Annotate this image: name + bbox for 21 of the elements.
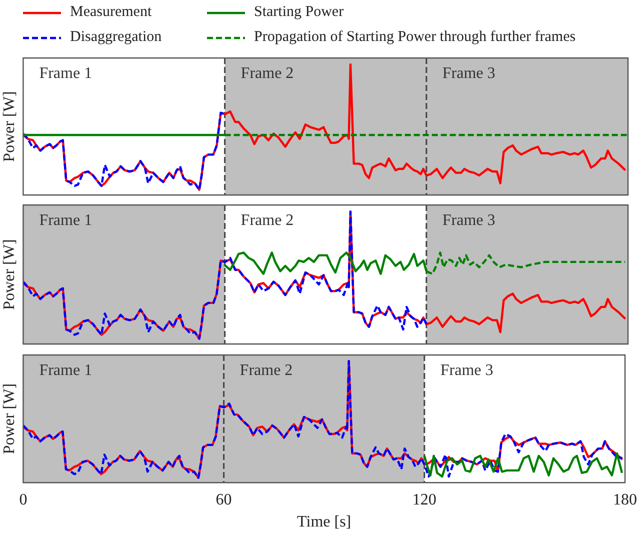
- x-tick-label: 0: [19, 491, 28, 508]
- band-label: Frame 2: [240, 65, 294, 82]
- legend-label: Propagation of Starting Power through further frames: [254, 29, 576, 46]
- band-label: Frame 1: [39, 212, 92, 230]
- y-axis-title: Power [W]: [0, 239, 18, 310]
- x-tick-label: 120: [412, 491, 436, 508]
- x-tick-label: 180: [613, 491, 637, 508]
- legend-label: Starting Power: [254, 4, 344, 21]
- band-label: Frame 2: [240, 362, 293, 380]
- legend-label: Disaggregation: [70, 29, 162, 46]
- band-label: Frame 2: [240, 212, 294, 230]
- y-axis-title: Power [W]: [0, 91, 18, 162]
- band-label: Frame 1: [39, 362, 92, 380]
- legend-label: Measurement: [70, 4, 152, 21]
- band-label: Frame 3: [440, 362, 494, 380]
- y-axis-title: Power [W]: [0, 383, 18, 454]
- annotation: Frame 1: [39, 65, 92, 82]
- x-axis-title: Time [s]: [297, 514, 352, 531]
- x-tick-label: 60: [216, 491, 232, 508]
- band-label: Frame 3: [442, 65, 496, 82]
- band-label: Frame 3: [442, 212, 496, 230]
